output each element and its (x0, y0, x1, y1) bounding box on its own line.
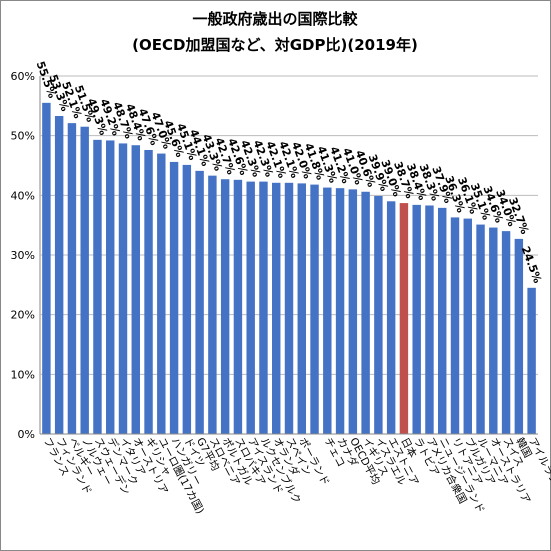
bar (131, 145, 140, 435)
bar (348, 189, 358, 434)
bar (514, 238, 524, 434)
bar (80, 126, 89, 434)
bar (476, 224, 485, 434)
y-tick-label: 0% (18, 428, 35, 441)
bar (374, 195, 383, 434)
bar (361, 191, 370, 434)
bar (323, 187, 332, 434)
y-tick-label: 50% (11, 130, 35, 143)
bar (297, 183, 306, 434)
bar (527, 287, 536, 434)
bar (501, 231, 511, 434)
y-tick-label: 10% (11, 368, 35, 381)
bar (42, 102, 51, 434)
bar (399, 203, 409, 434)
bar (450, 217, 460, 434)
bar (169, 161, 179, 435)
bar (54, 115, 64, 434)
bar (310, 184, 319, 434)
bar (208, 175, 217, 435)
bar (67, 123, 77, 435)
bar (335, 188, 345, 434)
bar (463, 218, 472, 434)
bar (259, 181, 268, 434)
bar (412, 204, 421, 434)
bar (489, 227, 498, 434)
bar (233, 179, 243, 434)
bar (195, 170, 204, 434)
bar (106, 140, 115, 434)
bar (93, 139, 102, 435)
chart-subtitle: (OECD加盟国など、対GDP比)(2019年) (132, 36, 418, 54)
bar (118, 143, 128, 434)
chart-title: 一般政府歳出の国際比較 (192, 10, 358, 28)
bar (246, 181, 255, 434)
bar (272, 182, 281, 434)
y-tick-label: 30% (11, 249, 35, 262)
bar (144, 149, 153, 434)
bar (386, 201, 396, 434)
y-tick-label: 40% (11, 189, 35, 202)
bar (438, 207, 447, 434)
bar (182, 164, 192, 435)
y-tick-label: 20% (11, 309, 35, 322)
bar (220, 179, 230, 434)
bar (284, 182, 294, 434)
bar (157, 153, 166, 435)
bar (425, 205, 434, 434)
y-tick-label: 60% (11, 70, 35, 83)
